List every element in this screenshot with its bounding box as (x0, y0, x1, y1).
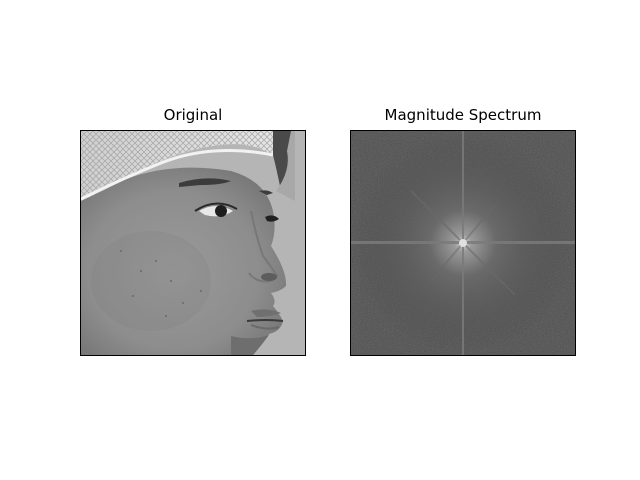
title-original: Original (163, 106, 223, 124)
spectrum-illustration (351, 131, 575, 355)
title-magnitude-spectrum: Magnitude Spectrum (384, 106, 542, 124)
original-image-panel (80, 130, 306, 356)
face-illustration (81, 131, 305, 355)
magnitude-spectrum-panel (350, 130, 576, 356)
